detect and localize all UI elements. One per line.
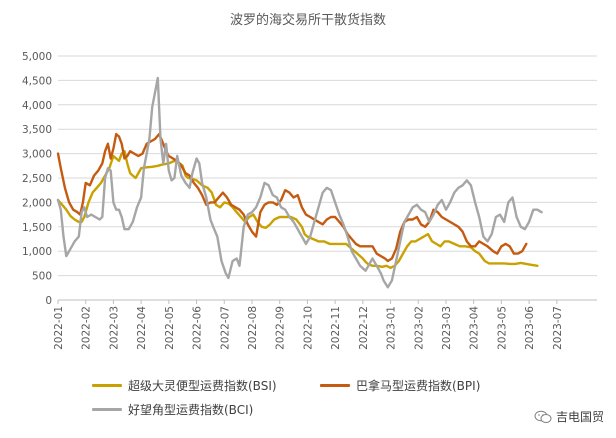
x-tick-label: 2022-06 — [192, 306, 204, 350]
y-tick-label: 3,500 — [22, 124, 52, 136]
x-tick-label: 2022-09 — [275, 306, 287, 350]
legend-item-bpi: 巴拿马型运费指数(BPI) — [320, 377, 480, 394]
series-line-bsi — [56, 150, 539, 269]
x-tick-label: 2023-04 — [469, 306, 481, 350]
watermark-text: 吉电国贸 — [555, 410, 604, 424]
y-tick-label: 3,000 — [22, 149, 52, 161]
legend-label-bpi: 巴拿马型运费指数(BPI) — [356, 379, 481, 393]
x-tick-label: 2023-01 — [386, 306, 398, 350]
watermark: 吉电国贸 — [534, 408, 604, 425]
x-tick-label: 2023-02 — [413, 306, 425, 350]
y-tick-label: 4,500 — [22, 75, 52, 87]
x-tick-label: 2023-03 — [441, 306, 453, 350]
legend-item-bsi: 超级大灵便型运费指数(BSI) — [92, 377, 277, 394]
legend-swatch-bci — [92, 408, 122, 411]
y-tick-label: 2,500 — [22, 173, 52, 185]
x-tick-label: 2023-06 — [524, 306, 536, 350]
legend-item-bci: 好望角型运费指数(BCI) — [92, 401, 253, 418]
y-tick-label: 4,000 — [22, 100, 52, 112]
x-tick-label: 2022-04 — [136, 306, 148, 350]
x-tick-label: 2022-02 — [81, 306, 93, 350]
y-tick-label: 0 — [45, 295, 52, 307]
legend-swatch-bsi — [92, 384, 122, 387]
x-tick-label: 2022-05 — [164, 306, 176, 350]
y-tick-label: 5,000 — [22, 51, 52, 63]
x-tick-label: 2023-07 — [552, 306, 564, 350]
x-tick-label: 2022-10 — [302, 306, 314, 350]
x-tick-label: 2022-08 — [247, 306, 259, 350]
x-tick-label: 2022-03 — [108, 306, 120, 350]
legend-label-bci: 好望角型运费指数(BCI) — [128, 403, 254, 417]
y-tick-label: 1,500 — [22, 222, 52, 234]
y-tick-label: 1,000 — [22, 246, 52, 258]
series-line-bci — [56, 76, 543, 289]
x-tick-label: 2022-01 — [53, 306, 65, 350]
y-tick-label: 2,000 — [22, 197, 52, 209]
x-tick-label: 2023-05 — [496, 306, 508, 350]
chart-title: 波罗的海交易所干散货指数 — [230, 12, 386, 28]
x-tick-label: 2022-11 — [330, 306, 342, 350]
legend-swatch-bpi — [320, 384, 350, 387]
y-tick-label: 500 — [32, 271, 52, 283]
wechat-icon — [534, 410, 552, 423]
series-line-bpi — [56, 132, 528, 263]
x-tick-label: 2022-07 — [219, 306, 231, 350]
x-tick-label: 2022-12 — [358, 306, 370, 350]
legend-label-bsi: 超级大灵便型运费指数(BSI) — [128, 379, 277, 393]
